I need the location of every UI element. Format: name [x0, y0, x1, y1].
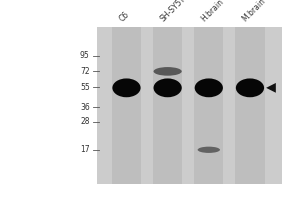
- Ellipse shape: [198, 147, 220, 153]
- Text: H.brain: H.brain: [200, 0, 226, 24]
- Ellipse shape: [154, 78, 182, 97]
- Text: 17: 17: [80, 145, 90, 154]
- Ellipse shape: [195, 78, 223, 97]
- Text: 72: 72: [80, 67, 90, 76]
- Bar: [194, 27, 224, 184]
- Ellipse shape: [154, 67, 182, 76]
- Bar: [97, 27, 282, 184]
- Text: SH-SY5Y: SH-SY5Y: [158, 0, 188, 24]
- Text: 36: 36: [80, 103, 90, 112]
- Ellipse shape: [112, 78, 141, 97]
- Bar: [112, 27, 141, 184]
- Text: M.brain: M.brain: [241, 0, 268, 24]
- Bar: [153, 27, 182, 184]
- Text: C6: C6: [117, 10, 131, 24]
- Polygon shape: [266, 83, 276, 93]
- Text: 28: 28: [80, 117, 90, 126]
- Text: 55: 55: [80, 83, 90, 92]
- Text: 95: 95: [80, 51, 90, 60]
- Bar: [235, 27, 265, 184]
- Ellipse shape: [236, 78, 264, 97]
